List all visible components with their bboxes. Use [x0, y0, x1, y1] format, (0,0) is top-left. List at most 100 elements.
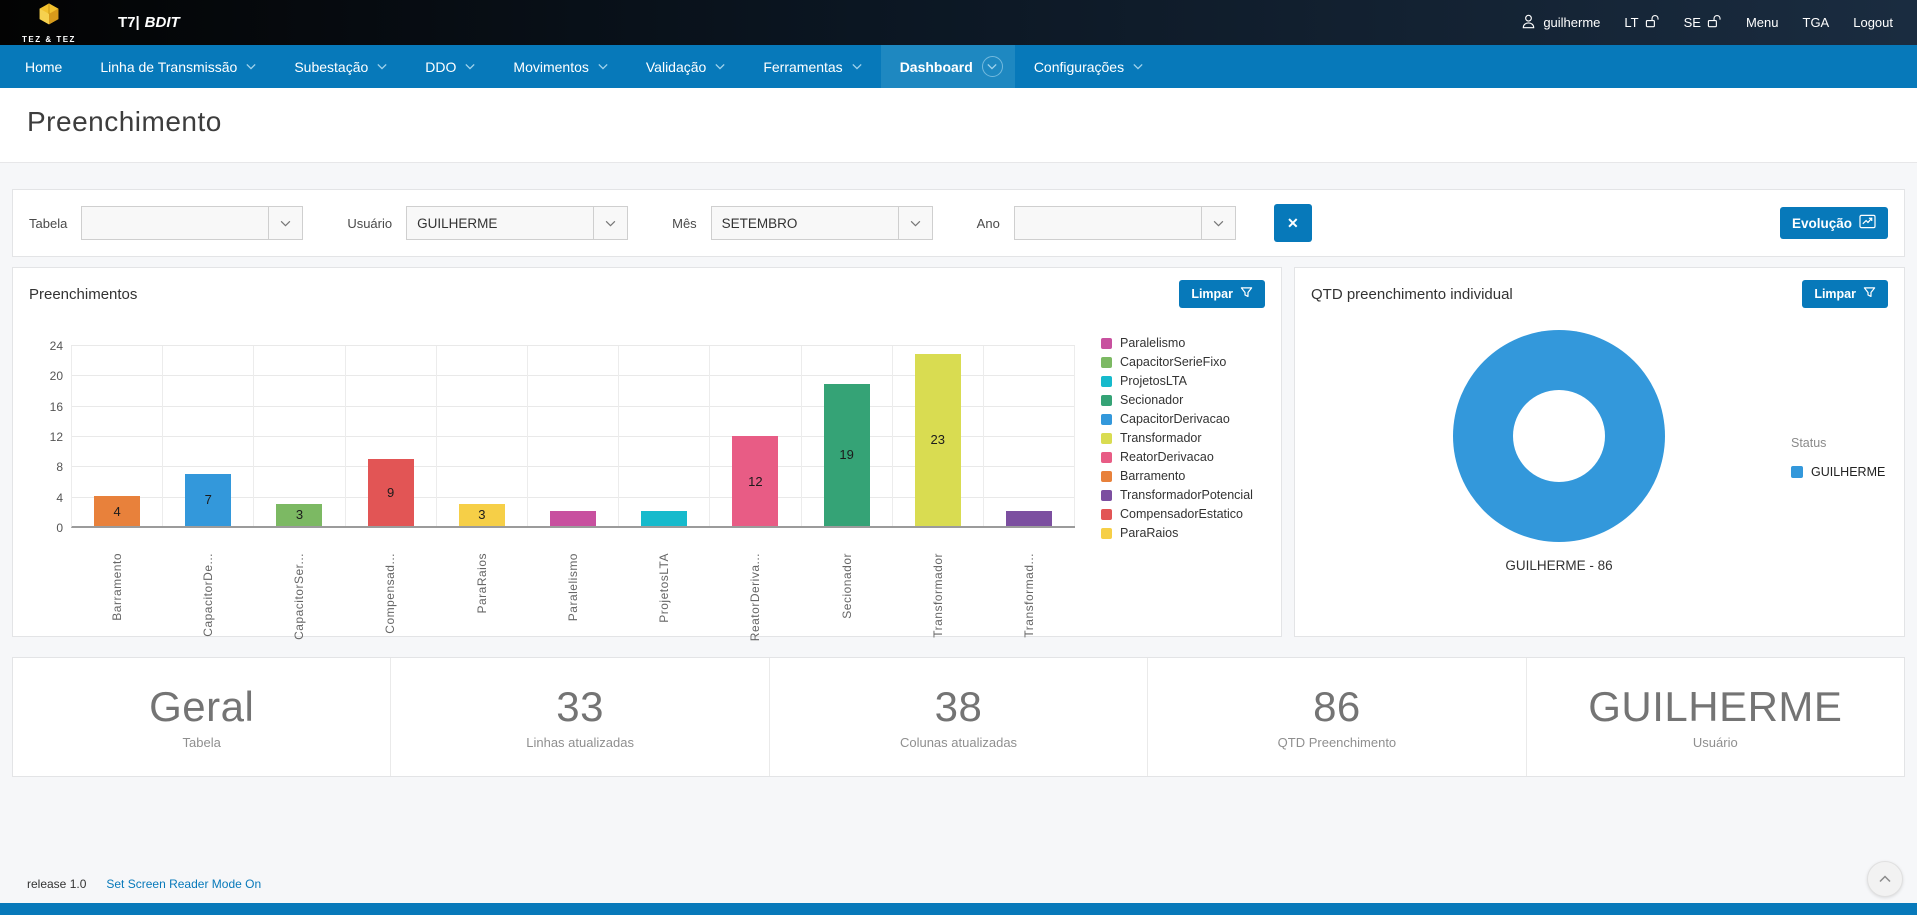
nav-item-linha-de-transmiss-o[interactable]: Linha de Transmissão — [81, 45, 275, 88]
company-logo[interactable]: TEZ & TEZ — [12, 0, 86, 45]
bar-value-label: 23 — [930, 432, 946, 448]
user-chip[interactable]: guilherme — [1520, 13, 1600, 33]
stat-tabela: Geral Tabela — [13, 658, 392, 776]
tga-button[interactable]: TGA — [1802, 15, 1830, 30]
x-axis-label: ProjetosLTA — [619, 553, 710, 653]
bar-chart-legend: Paralelismo CapacitorSerieFixo ProjetosLTA… — [1101, 336, 1253, 545]
mes-select-value: SETEMBRO — [721, 215, 798, 231]
nav-item-ferramentas[interactable]: Ferramentas — [744, 45, 880, 88]
stat-value: 86 — [1313, 682, 1361, 730]
bar-compensad[interactable]: 9 — [367, 458, 414, 526]
bar-capacitorser[interactable]: 3 — [276, 503, 323, 526]
ano-select[interactable] — [1013, 206, 1236, 240]
stat-label: QTD Preenchimento — [1277, 735, 1397, 751]
legend-item-barramento[interactable]: Barramento — [1101, 469, 1253, 483]
donut-panel-title: QTD preenchimento individual — [1311, 285, 1513, 303]
bar-plot: 4 7 3 9 3 12 19 23 0 4 8 12 16 20 24 — [50, 339, 1076, 535]
legend-swatch — [1791, 466, 1803, 478]
bar-value-label: 9 — [387, 484, 395, 500]
lt-unlock-button[interactable]: LT — [1624, 14, 1659, 32]
legend-item-reatorderivacao[interactable]: ReatorDerivacao — [1101, 450, 1253, 464]
legend-item-capacitorderivacao[interactable]: CapacitorDerivacao — [1101, 412, 1253, 426]
bar-reatorderiva[interactable]: 12 — [732, 436, 779, 526]
donut-slice-guilherme[interactable] — [1453, 330, 1665, 542]
y-axis-tick: 20 — [49, 369, 63, 384]
se-label: SE — [1683, 15, 1701, 30]
y-axis-tick: 4 — [56, 490, 63, 505]
bar-capacitorde[interactable]: 7 — [185, 473, 232, 526]
chevron-up-icon — [1879, 870, 1891, 888]
chevron-down-icon — [377, 63, 387, 70]
legend-item-secionador[interactable]: Secionador — [1101, 393, 1253, 407]
limpar-label: Limpar — [1191, 287, 1233, 301]
y-axis-tick: 12 — [49, 430, 63, 444]
bar-chart-panel: Preenchimentos Limpar 4 7 3 9 3 12 19 23 0 4 8 12 1… — [12, 267, 1282, 641]
se-unlock-button[interactable]: SE — [1684, 14, 1722, 32]
x-axis-label-text: Secionador — [839, 553, 854, 619]
chevron-down-icon — [246, 63, 256, 70]
legend-swatch — [1101, 337, 1112, 349]
lt-label: LT — [1624, 15, 1639, 30]
bar-pararaios[interactable]: 3 — [458, 503, 505, 526]
legend-item-pararaios[interactable]: ParaRaios — [1101, 526, 1253, 540]
legend-item-capacitorseriefixo[interactable]: CapacitorSerieFixo — [1101, 355, 1253, 369]
legend-swatch — [1101, 413, 1112, 425]
x-axis-label: CapacitorSer... — [254, 553, 345, 653]
clear-filters-button[interactable]: ✕ — [1273, 204, 1312, 242]
legend-label: ReatorDerivacao — [1120, 450, 1214, 464]
nav-item-home[interactable]: Home — [6, 45, 81, 88]
logout-button[interactable]: Logout — [1853, 15, 1893, 30]
nav-item-configura-es[interactable]: Configurações — [1015, 45, 1162, 88]
bar-secionador[interactable]: 19 — [823, 383, 870, 526]
menu-button[interactable]: Menu — [1745, 15, 1779, 30]
bar-projetoslta[interactable] — [641, 511, 688, 526]
nav-item-ddo[interactable]: DDO — [406, 45, 494, 88]
x-axis-label-text: Transformad... — [1022, 553, 1037, 638]
stat-qtd-preenchimento: 86 QTD Preenchimento — [1148, 658, 1527, 776]
bar-transformad[interactable] — [1005, 511, 1052, 526]
legend-item-transformador[interactable]: Transformador — [1101, 431, 1253, 445]
legend-item-projetoslta[interactable]: ProjetosLTA — [1101, 374, 1253, 388]
stat-value: 38 — [934, 682, 983, 730]
bar-value-label: 3 — [295, 507, 304, 523]
legend-item-compensadorestatico[interactable]: CompensadorEstatico — [1101, 507, 1253, 521]
legend-label: TransformadorPotencial — [1120, 488, 1253, 502]
screen-reader-link[interactable]: Set Screen Reader Mode On — [106, 877, 262, 891]
nav-item-subesta-o[interactable]: Subestação — [275, 45, 406, 88]
bar-transformador[interactable]: 23 — [914, 353, 961, 526]
legend-item-paralelismo[interactable]: Paralelismo — [1101, 336, 1253, 350]
donut-limpar-button[interactable]: Limpar — [1802, 280, 1888, 308]
charts-row: Preenchimentos Limpar 4 7 3 9 3 12 19 23 0 4 8 12 1… — [12, 267, 1905, 641]
nav-item-valida-o[interactable]: Validação — [627, 45, 744, 88]
gridline — [71, 436, 1075, 437]
chevron-down-icon — [268, 207, 302, 239]
bar-paralelismo[interactable] — [550, 511, 597, 526]
legend-swatch — [1101, 451, 1112, 463]
scroll-to-top-button[interactable] — [1867, 861, 1903, 897]
donut-legend-item[interactable]: GUILHERME — [1791, 465, 1885, 479]
nav-item-dashboard[interactable]: Dashboard — [880, 45, 1015, 88]
chevron-down-icon — [897, 207, 932, 239]
chevron-down-icon — [465, 63, 476, 70]
legend-label: Paralelismo — [1120, 336, 1186, 350]
evolucao-button[interactable]: Evolução — [1779, 207, 1888, 239]
nav-item-movimentos[interactable]: Movimentos — [494, 45, 626, 88]
gridline — [71, 496, 1075, 498]
legend-swatch — [1101, 356, 1112, 368]
mes-select[interactable]: SETEMBRO — [710, 206, 933, 240]
bar-barramento[interactable]: 4 — [94, 496, 141, 526]
chevron-down-icon — [593, 207, 627, 239]
bar-limpar-button[interactable]: Limpar — [1179, 280, 1265, 308]
stat-linhas-atualizadas: 33 Linhas atualizadas — [391, 658, 770, 776]
stat-label: Usuário — [1692, 735, 1738, 751]
donut-panel-header: QTD preenchimento individual Limpar — [1295, 268, 1904, 314]
bottom-accent-bar — [0, 903, 1917, 915]
tabela-select[interactable] — [81, 206, 304, 240]
filter-group-mes: Mês SETEMBRO — [672, 206, 933, 240]
legend-item-transformadorpotencial[interactable]: TransformadorPotencial — [1101, 488, 1253, 502]
stat-usu-rio: GUILHERME Usuário — [1527, 658, 1904, 776]
x-axis-label-text: Barramento — [109, 553, 124, 621]
unlock-icon — [1707, 14, 1722, 32]
y-axis-tick: 0 — [56, 521, 63, 535]
usuario-select[interactable]: GUILHERME — [406, 206, 629, 240]
